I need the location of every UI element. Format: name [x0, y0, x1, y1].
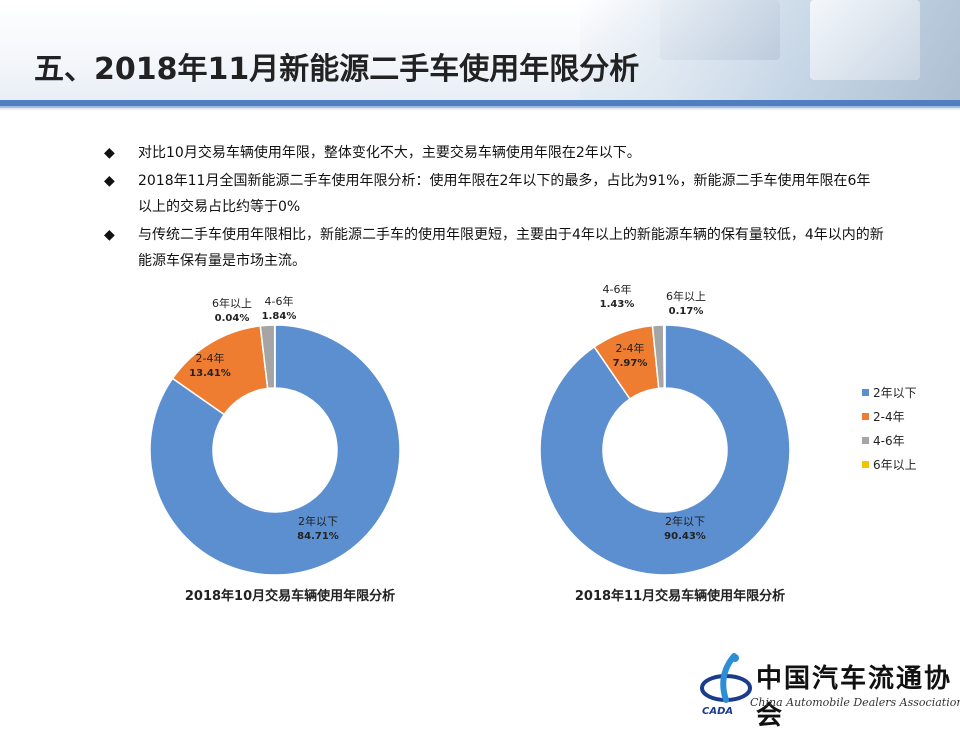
legend-swatch: [862, 437, 869, 444]
bullet-text: 2018年11月全国新能源二手车使用年限分析：使用年限在2年以下的最多，占比为9…: [138, 173, 870, 215]
diamond-bullet-icon: ◆: [104, 168, 115, 194]
bullet-text: 与传统二手车使用年限相比，新能源二手车的使用年限更短，主要由于4年以上的新能源车…: [138, 227, 884, 269]
chart-caption: 2018年11月交易车辆使用年限分析: [480, 585, 880, 604]
slice-value-label: 0.04%: [215, 313, 250, 324]
slice-value-label: 1.84%: [262, 311, 297, 322]
logo-chinese-name: 中国汽车流通协会: [756, 658, 960, 732]
legend-label: 2年以下: [873, 384, 917, 401]
title-underline-thin: [0, 106, 960, 108]
legend-swatch: [862, 413, 869, 420]
slice-category-label: 2-4年: [196, 351, 225, 365]
donut-chart-november: 2年以下 90.43% 2-4年 7.97% 4-6年 1.43% 6年以上 0.17% 20…: [480, 285, 880, 615]
chart-legend: 2年以下 2-4年 4-6年 6年以上: [862, 380, 917, 476]
donut-slice-3: [664, 325, 665, 388]
bullet-item: ◆ 与传统二手车使用年限相比，新能源二手车的使用年限更短，主要由于4年以上的新能…: [104, 222, 884, 274]
legend-item: 2年以下: [862, 380, 917, 404]
legend-item: 2-4年: [862, 404, 917, 428]
legend-swatch: [862, 461, 869, 468]
slice-category-label: 2年以下: [298, 514, 338, 528]
logo-english-name: China Automobile Dealers Association: [750, 696, 960, 709]
donut-chart-svg: 2年以下 84.71% 2-4年 13.41% 4-6年 1.84% 6年以上 0.04%: [90, 285, 490, 585]
diamond-bullet-icon: ◆: [104, 140, 115, 166]
legend-item: 4-6年: [862, 428, 917, 452]
slice-category-label: 2年以下: [665, 514, 705, 528]
donut-chart-svg: 2年以下 90.43% 2-4年 7.97% 4-6年 1.43% 6年以上 0.17%: [480, 285, 880, 585]
cada-logo: 中国汽车流通协会 China Automobile Dealers Associ…: [690, 650, 960, 720]
slice-value-label: 0.17%: [669, 306, 704, 317]
slice-category-label: 6年以上: [666, 289, 706, 303]
header-cube-graphic: [660, 0, 780, 60]
diamond-bullet-icon: ◆: [104, 222, 115, 248]
legend-label: 4-6年: [873, 432, 905, 449]
bullet-item: ◆ 2018年11月全国新能源二手车使用年限分析：使用年限在2年以下的最多，占比…: [104, 168, 884, 220]
legend-swatch: [862, 389, 869, 396]
bullet-text: 对比10月交易车辆使用年限，整体变化不大，主要交易车辆使用年限在2年以下。: [138, 145, 641, 161]
slice-value-label: 84.71%: [297, 531, 339, 542]
slice-value-label: 1.43%: [600, 299, 635, 310]
page-title: 五、2018年11月新能源二手车使用年限分析: [34, 44, 639, 88]
logo-abbreviation: CADA: [702, 706, 733, 717]
slice-value-label: 13.41%: [189, 368, 231, 379]
slice-category-label: 2-4年: [616, 341, 645, 355]
slice-value-label: 90.43%: [664, 531, 706, 542]
legend-label: 2-4年: [873, 408, 905, 425]
chart-caption: 2018年10月交易车辆使用年限分析: [90, 585, 490, 604]
bullet-list: ◆ 对比10月交易车辆使用年限，整体变化不大，主要交易车辆使用年限在2年以下。 …: [104, 140, 884, 274]
slice-value-label: 7.97%: [613, 358, 648, 369]
donut-chart-october: 2年以下 84.71% 2-4年 13.41% 4-6年 1.84% 6年以上 0.04% 2…: [90, 285, 490, 615]
slice-category-label: 4-6年: [265, 294, 294, 308]
slice-category-label: 6年以上: [212, 296, 252, 310]
legend-item: 6年以上: [862, 452, 917, 476]
bullet-item: ◆ 对比10月交易车辆使用年限，整体变化不大，主要交易车辆使用年限在2年以下。: [104, 140, 884, 166]
cada-emblem-icon: [696, 652, 756, 712]
slice-category-label: 4-6年: [603, 285, 632, 296]
legend-label: 6年以上: [873, 456, 917, 473]
header-cube-graphic: [810, 0, 920, 80]
